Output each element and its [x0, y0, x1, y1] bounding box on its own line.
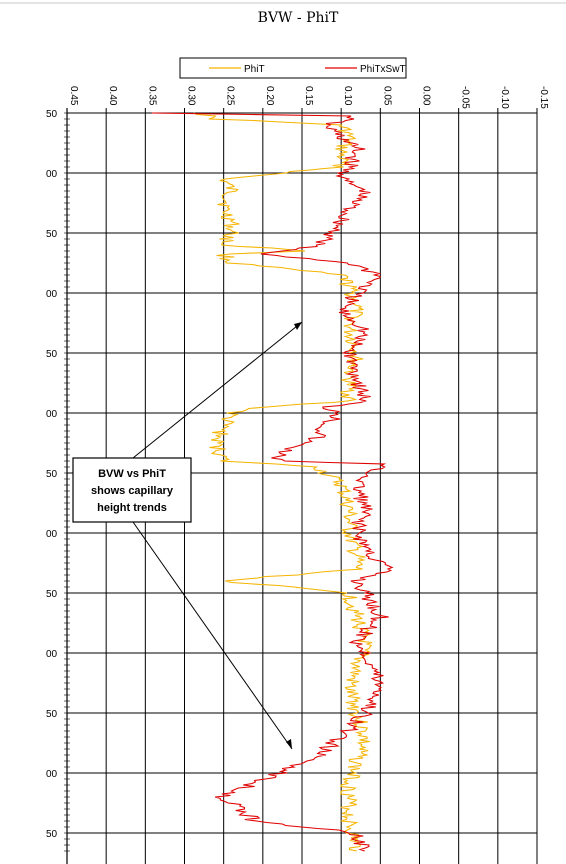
y-tick-label-5: 00: [46, 409, 58, 420]
y-tick-label-9: 00: [46, 649, 58, 660]
legend-label-phit: PhiT: [244, 64, 265, 75]
plot-grid: 0.45 0.40 0.35 0.30 0.25 0.20 0.15 0.10 0.05 0.00…: [46, 86, 549, 864]
x-tick-label-2: 0.35: [146, 86, 157, 106]
y-tick-label-10: 50: [46, 709, 58, 720]
y-tick-label-6: 50: [46, 469, 58, 480]
plot-series: [151, 112, 394, 852]
annotation-line-1: BVW vs PhiT: [98, 468, 166, 480]
series-line-0: [193, 112, 373, 852]
x-tick-label-8: 0.05: [381, 86, 392, 106]
annotation-arrow-upper: [132, 321, 303, 459]
y-tick-label-12: 50: [46, 829, 58, 840]
annotation-line-2: shows capillary: [91, 485, 174, 497]
y-tick-label-1: 00: [46, 169, 58, 180]
x-tick-label-5: 0.20: [264, 86, 275, 106]
y-tick-label-4: 50: [46, 349, 58, 360]
x-tick-label-0: 0.45: [68, 86, 79, 106]
annotation-arrowhead-lower: [286, 739, 292, 749]
y-tick-label-8: 50: [46, 589, 58, 600]
chart-title: BVW - PhiT: [258, 10, 339, 26]
y-tick-label-2: 50: [46, 229, 58, 240]
annotation-line-3: height trends: [97, 502, 167, 514]
y-tick-label-0: 50: [46, 109, 58, 120]
x-tick-label-11: -0.10: [499, 86, 510, 109]
legend: PhiT PhiTxSwT: [179, 57, 407, 79]
x-tick-label-4: 0.25: [225, 86, 236, 106]
x-tick-label-9: 0.00: [421, 86, 432, 106]
annotation: BVW vs PhiT shows capillary height trend…: [72, 321, 303, 750]
y-tick-label-3: 00: [46, 289, 58, 300]
x-tick-label-10: -0.05: [460, 86, 471, 109]
annotation-arrow-lower: [132, 521, 293, 750]
x-tick-label-1: 0.40: [107, 86, 118, 106]
y-tick-label-7: 00: [46, 529, 58, 540]
annotation-box: [72, 457, 192, 523]
annotation-arrowhead-upper: [294, 322, 302, 330]
x-tick-label-3: 0.30: [186, 86, 197, 106]
legend-box: [179, 57, 407, 79]
x-tick-label-12: -0.15: [538, 86, 549, 109]
x-tick-label-6: 0.15: [303, 86, 314, 106]
series-line-1: [151, 112, 394, 852]
legend-label-phitxswt: PhiTxSwT: [360, 64, 406, 75]
y-tick-label-11: 00: [46, 769, 58, 780]
x-tick-label-7: 0.10: [342, 86, 353, 106]
